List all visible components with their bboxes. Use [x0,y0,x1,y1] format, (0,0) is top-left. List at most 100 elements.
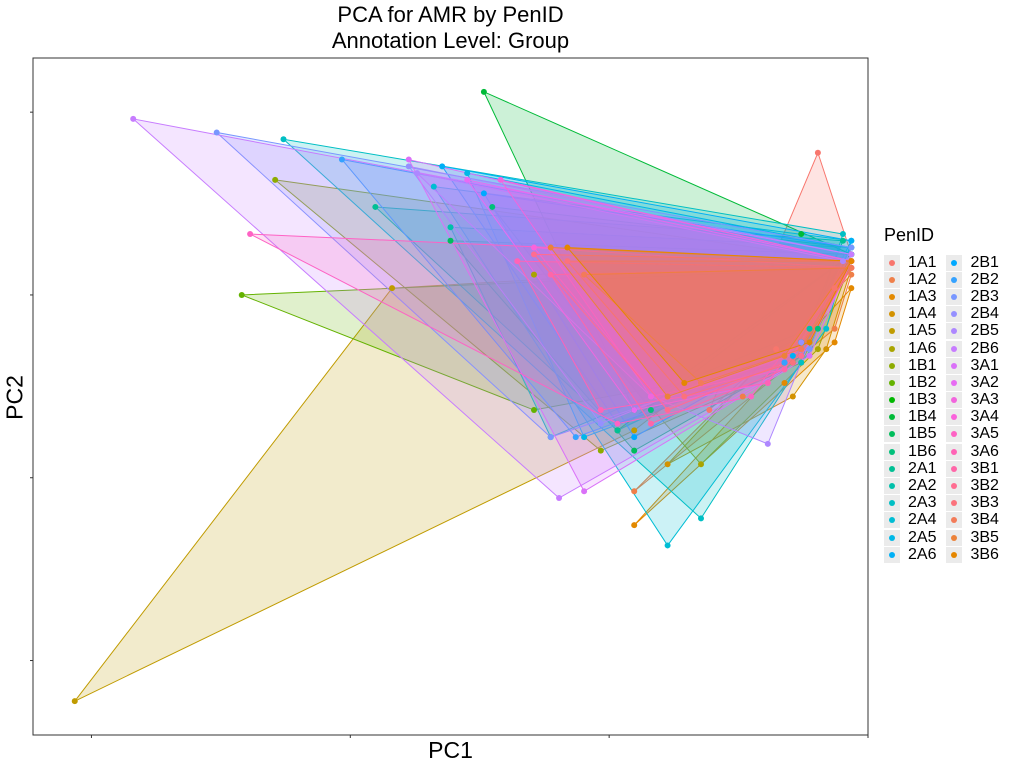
point-3B3 [564,258,571,265]
point-3B1 [781,366,788,373]
point-1A5 [71,698,78,705]
point-1A1 [773,346,780,353]
point-1A4 [789,393,796,400]
legend-item-1A1: 1A1 [884,254,936,271]
legend-dot-icon [951,431,958,438]
legend-key [946,288,963,305]
legend-key [884,288,900,305]
legend-item-2B4: 2B4 [946,305,999,323]
legend-dot-icon [951,534,958,541]
point-3B4 [848,264,855,271]
point-3B6 [681,379,688,386]
legend-label: 1B4 [908,408,937,426]
legend-label: 3B1 [970,459,999,477]
legend-item-1B1: 1B1 [884,357,936,374]
legend-label: 2A6 [908,545,937,563]
legend-key [884,460,900,477]
point-2B6 [130,115,137,122]
legend-label: 2A4 [908,511,937,529]
point-2A1 [372,203,379,210]
legend-label: 3B3 [970,494,999,512]
legend-item-1B2: 1B2 [884,374,936,391]
legend-key [946,495,963,512]
legend-dot-icon [889,397,895,404]
point-3A3 [497,176,504,183]
legend-item-1B4: 1B4 [884,408,937,426]
legend-item-1A5: 1A5 [884,322,936,340]
legend-columns: 1A1 1A2 1A3 1A4 1A5 1A6 1B1 1B2 1B3 1B4 1B5 1B6 2A1 2… [884,254,999,563]
legend-label: 1B2 [908,373,937,391]
legend-item-3B4: 3B4 [946,511,999,529]
legend-item-2B3: 2B3 [946,287,999,305]
legend-dot-icon [889,345,895,352]
legend-label: 3A5 [970,425,999,443]
legend-item-1A6: 1A6 [884,340,936,357]
point-3B2 [664,407,671,414]
point-3B2 [798,352,805,359]
legend-key [946,271,963,288]
legend-dot-icon [889,483,895,490]
point-2B3 [213,129,220,136]
point-3B2 [531,251,537,258]
point-2B2 [781,359,788,366]
legend-key [946,512,963,529]
legend-dot-icon [889,517,895,524]
legend-dot-icon [951,293,958,300]
point-1A4 [823,346,830,353]
point-1A3 [781,379,788,386]
legend-item-1B5: 1B5 [884,425,937,443]
point-1A3 [631,522,638,529]
legend-label: 2A1 [908,459,937,477]
point-3B5 [547,244,554,251]
point-1B6 [814,325,821,332]
point-1A1 [706,407,713,414]
legend-label: 2B6 [970,339,999,357]
point-3B6 [848,258,855,265]
legend-label: 3A1 [970,356,999,374]
point-3B3 [681,393,688,400]
legend-dot-icon [951,551,958,558]
hull-1B4 [482,90,853,411]
legend-dot-icon [951,379,958,386]
legend-key [946,529,963,546]
legend-dot-icon [889,293,895,300]
legend-key [946,374,963,391]
legend-dot-icon [889,448,895,455]
legend-dot-icon [951,259,958,266]
legend-title: PenID [884,225,935,245]
legend-item-3B6: 3B6 [946,546,999,563]
legend-label: 2B3 [970,287,999,305]
point-1A2 [739,393,746,400]
legend-item-2A1: 2A1 [884,460,936,477]
point-3A5 [748,393,755,400]
legend-key [946,478,963,495]
point-2A2 [447,224,454,231]
point-2A5 [581,434,588,441]
legend-label: 3A3 [970,391,999,409]
legend-label: 1B5 [908,425,937,443]
point-2A3 [798,359,805,366]
point-2A2 [806,325,813,332]
legend-item-1B6: 1B6 [884,443,936,460]
point-1B5 [447,237,454,244]
legend-key [884,409,900,426]
chart-title: PCA for AMR by PenID [337,2,564,27]
legend-key [946,409,963,426]
legend-key [884,392,900,409]
legend-dot-icon [889,414,895,421]
legend-item-2B1: 2B1 [946,254,999,271]
point-1A6 [698,461,704,468]
point-2B2 [572,434,579,441]
point-3A1 [806,352,813,359]
legend-item-1B3: 1B3 [884,391,936,409]
point-2A6 [848,237,855,244]
legend-key [884,374,900,391]
legend-key [884,340,900,357]
legend-label: 2B2 [970,270,999,288]
legend-item-3B5: 3B5 [946,529,999,546]
point-2A3 [839,231,846,238]
legend-dot-icon [889,465,895,472]
point-2A4 [664,542,671,549]
legend-item-2B2: 2B2 [946,270,999,288]
legend-label: 2A3 [908,494,937,512]
